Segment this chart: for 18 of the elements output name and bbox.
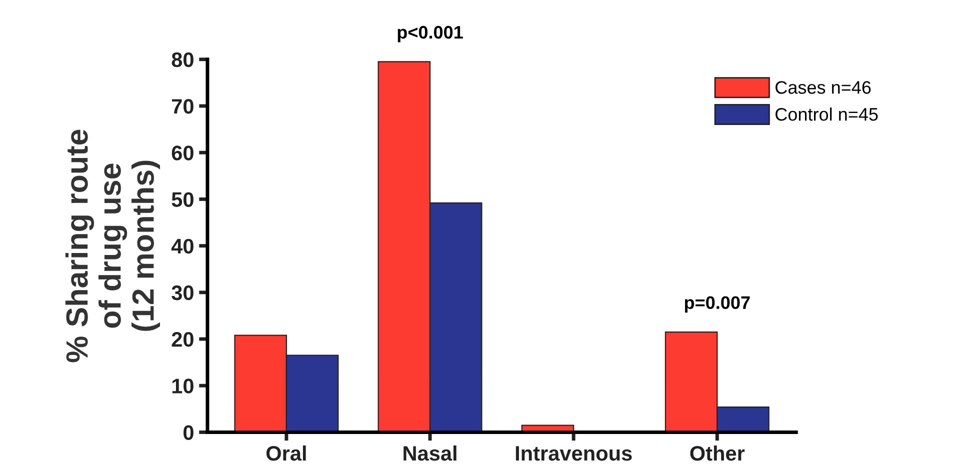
annotation: p=0.007 — [684, 296, 750, 313]
x-tick-label: Other — [690, 445, 745, 461]
y-tick-label: 80 — [172, 52, 194, 68]
y-tick-label: 20 — [172, 332, 194, 347]
legend-label: Cases n=46 — [776, 81, 871, 94]
y-tick-label: 60 — [172, 146, 194, 160]
y-tick-label: 70 — [172, 98, 194, 114]
y-tick-label: 40 — [171, 238, 194, 254]
x-tick-label: Oral — [266, 445, 306, 461]
x-tick-label: Nasal — [404, 445, 456, 461]
y-tick-label: 10 — [172, 378, 194, 394]
annotation: p<0.001 — [398, 26, 463, 42]
y-tick-label: 50 — [172, 192, 194, 207]
y-tick-label: 30 — [172, 285, 194, 300]
x-tick-label: Intravenous — [516, 446, 632, 461]
y-axis-title: % Sharing route of drug use (12 months) — [65, 130, 160, 362]
y-tick-label: 0 — [184, 425, 194, 440]
legend-label: Control n=45 — [776, 107, 878, 121]
